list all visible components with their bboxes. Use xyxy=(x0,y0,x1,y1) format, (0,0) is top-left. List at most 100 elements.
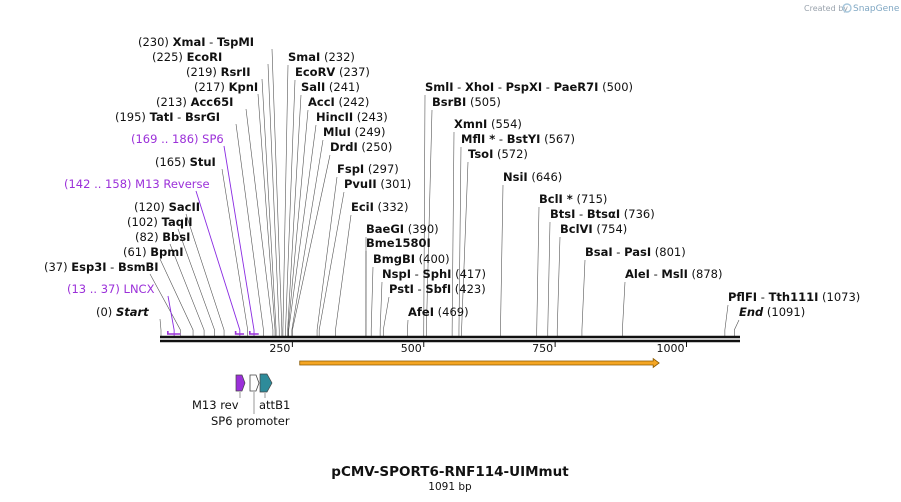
axis-tick-label-1000: 1000 xyxy=(657,342,685,355)
site-position: (400) xyxy=(415,252,450,266)
separator: - xyxy=(205,35,216,49)
feature-bar-lncx xyxy=(167,331,181,335)
enzyme-label-xmni: XmnI (554) xyxy=(454,117,522,131)
enzyme-name: Acc65I xyxy=(191,95,234,109)
enzyme-label-ecori-leader xyxy=(267,63,280,336)
enzyme-label-stui-text: (165) StuI xyxy=(155,155,216,169)
enzyme-label-alei-msli-leader xyxy=(622,281,626,336)
enzyme-name: PspXI xyxy=(506,80,542,94)
enzyme-label-bpmi-leader xyxy=(159,258,194,336)
enzyme-name: FspI xyxy=(337,162,364,176)
feature-glyphs xyxy=(235,373,273,414)
enzyme-label-acc65i-leader xyxy=(245,108,274,336)
site-labels: (230) XmaI - TspMI(225) EcoRI(219) RsrII… xyxy=(44,35,860,319)
enzyme-label-end: End (1091) xyxy=(739,305,805,319)
enzyme-name: BpmI xyxy=(150,245,183,259)
enzyme-label-esp3i-bsmbi: (37) Esp3I - BsmBI xyxy=(44,260,159,274)
enzyme-label-rsrii-leader xyxy=(261,78,277,336)
enzyme-label-ecorv-leader xyxy=(285,79,296,336)
site-position: (237) xyxy=(335,65,370,79)
enzyme-label-smli-xhoi-pspxi-paer7i-text: SmlI - XhoI - PspXI - PaeR7I (500) xyxy=(425,80,633,94)
enzyme-name: TatI xyxy=(150,110,174,124)
enzyme-label-acc65i-text: (213) Acc65I xyxy=(156,95,233,109)
enzyme-label-bclvi: BclVI (754) xyxy=(560,222,627,236)
site-position: (213) xyxy=(156,95,191,109)
site-position: (120) xyxy=(134,200,169,214)
enzyme-name: Tth111I xyxy=(769,290,819,304)
separator: - xyxy=(757,290,768,304)
feature-label-m13-reverse: (142 .. 158) M13 Reverse xyxy=(64,177,210,191)
enzyme-label-taqii-text: (102) TaqII xyxy=(127,215,193,229)
separator: - xyxy=(454,80,465,94)
orf-arrow xyxy=(299,357,660,369)
enzyme-label-tati-bsrgi-text: (195) TatI - BsrGI xyxy=(115,110,220,124)
enzyme-label-fspi-leader xyxy=(316,176,338,336)
enzyme-label-afei-leader xyxy=(407,319,409,336)
enzyme-label-bclvi-leader xyxy=(556,236,561,336)
enzyme-name: BsrGI xyxy=(185,110,220,124)
enzyme-label-start-leader xyxy=(159,318,162,336)
enzyme-label-btsi-bts-i: BtsI - BtsαI (736) xyxy=(550,207,655,221)
enzyme-name: BsmBI xyxy=(118,260,159,274)
site-position: (165) xyxy=(155,155,190,169)
site-position: (505) xyxy=(466,95,501,109)
enzyme-label-sali: SalI (241) xyxy=(301,80,360,94)
enzyme-name: NspI xyxy=(382,267,411,281)
enzyme-name: MflI * xyxy=(461,132,495,146)
enzyme-label-pvuii: PvuII (301) xyxy=(344,177,411,191)
enzyme-label-tsoi: TsoI (572) xyxy=(468,147,528,161)
site-position: (242) xyxy=(335,95,370,109)
enzyme-label-sali-leader xyxy=(287,94,302,336)
enzyme-label-nspi-sphi-leader xyxy=(379,281,383,336)
site-position: (249) xyxy=(351,125,386,139)
enzyme-label-sacii-leader xyxy=(185,213,225,336)
site-position: (61) xyxy=(123,245,150,259)
sp6-promoter-arrow-icon xyxy=(249,374,260,392)
enzyme-label-pvuii-text: PvuII (301) xyxy=(344,177,411,191)
site-position: (0) xyxy=(96,305,116,319)
brand-text: SnapGene xyxy=(853,4,900,14)
feature-label-m13-reverse-text: (142 .. 158) M13 Reverse xyxy=(64,177,210,191)
site-position: (1073) xyxy=(818,290,860,304)
site-position: (243) xyxy=(353,110,388,124)
enzyme-label-nsii-leader xyxy=(500,184,504,336)
enzyme-label-sacii: (120) SacII xyxy=(134,200,200,214)
feature-label-sp6: (169 .. 186) SP6 xyxy=(131,132,224,146)
enzyme-label-hincii-text: HincII (243) xyxy=(316,110,388,124)
enzyme-label-psti-sbfi-leader xyxy=(382,296,390,336)
enzyme-label-smai-leader xyxy=(282,64,289,336)
enzyme-label-esp3i-bsmbi-text: (37) Esp3I - BsmBI xyxy=(44,260,159,274)
enzyme-name: TspMI xyxy=(217,35,254,49)
enzyme-label-mfli-bstyi-leader xyxy=(458,146,462,336)
site-position: (169 .. 186) xyxy=(131,132,202,146)
enzyme-label-bsai-pasi-leader xyxy=(581,259,586,336)
site-position: (82) xyxy=(135,230,162,244)
site-position: (301) xyxy=(377,177,412,191)
enzyme-name: MluI xyxy=(323,125,351,139)
enzyme-label-btsi-bts-i-text: BtsI - BtsαI (736) xyxy=(550,207,655,221)
separator: - xyxy=(650,267,661,281)
enzyme-name: KpnI xyxy=(229,80,259,94)
enzyme-name: End xyxy=(739,305,764,319)
enzyme-name: RsrII xyxy=(221,65,251,79)
site-position: (230) xyxy=(138,35,173,49)
site-position: (241) xyxy=(325,80,360,94)
enzyme-label-pflfi-tth111i: PflFI - Tth111I (1073) xyxy=(728,290,860,304)
enzyme-name: Bme1580I xyxy=(366,236,431,250)
enzyme-label-ecori-text: (225) EcoRI xyxy=(152,50,222,64)
enzyme-label-taqii-leader xyxy=(177,228,215,336)
enzyme-label-start: (0) Start xyxy=(96,305,149,319)
site-position: (736) xyxy=(620,207,655,221)
feature-name: M13 Reverse xyxy=(135,177,209,191)
enzyme-label-nsii-text: NsiI (646) xyxy=(503,170,562,184)
separator: - xyxy=(495,132,506,146)
enzyme-name: AccI xyxy=(308,95,335,109)
enzyme-name: AleI xyxy=(625,267,650,281)
enzyme-label-kpni-text: (217) KpnI xyxy=(194,80,258,94)
enzyme-name: BsaI xyxy=(585,245,613,259)
axis-tick-label-250: 250 xyxy=(269,342,290,355)
enzyme-label-xmai-tspmi: (230) XmaI - TspMI xyxy=(138,35,254,49)
separator: - xyxy=(411,267,422,281)
enzyme-label-mlui-leader xyxy=(291,139,324,336)
enzyme-label-xmni-leader xyxy=(451,131,455,336)
